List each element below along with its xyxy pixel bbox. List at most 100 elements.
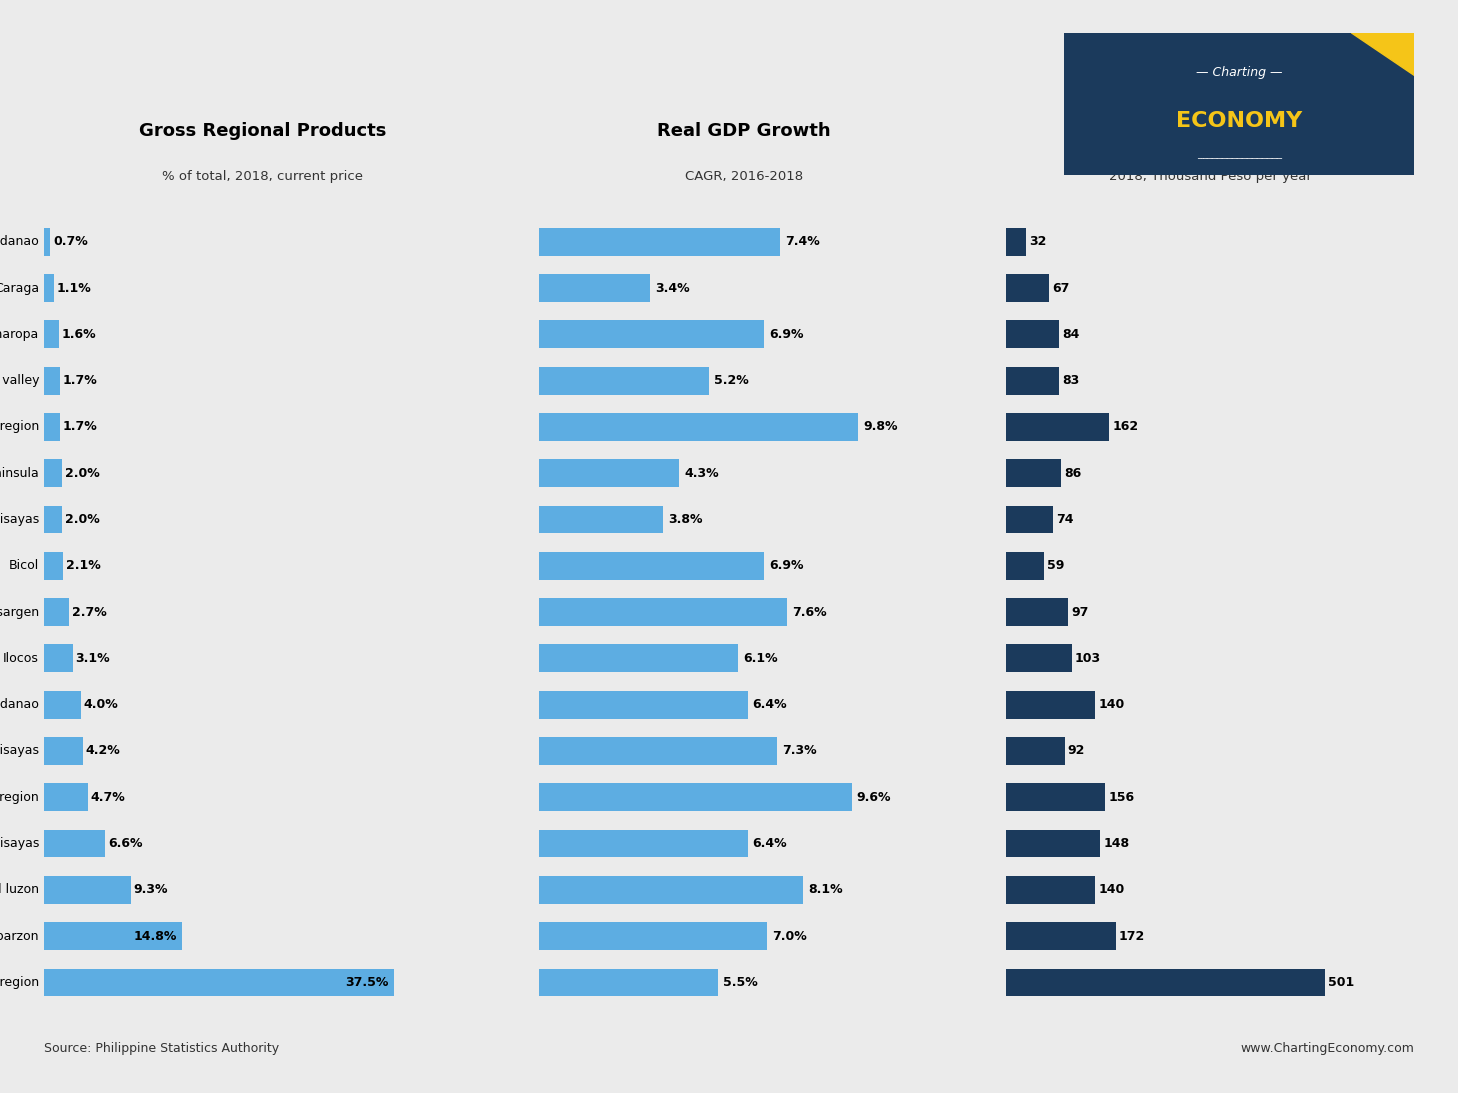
- Text: ECONOMY: ECONOMY: [1177, 110, 1302, 131]
- Bar: [44, 598, 69, 626]
- Text: 59: 59: [1047, 560, 1064, 573]
- Bar: [1006, 737, 1064, 765]
- Text: 162: 162: [1112, 421, 1139, 434]
- Bar: [44, 922, 182, 950]
- Text: Northern mindanao: Northern mindanao: [0, 698, 39, 712]
- Text: Source: Philippine Statistics Authority: Source: Philippine Statistics Authority: [44, 1042, 278, 1055]
- Bar: [539, 367, 709, 395]
- Bar: [44, 968, 394, 997]
- Bar: [539, 552, 764, 579]
- Bar: [539, 598, 787, 626]
- Bar: [539, 830, 748, 857]
- Text: 6.4%: 6.4%: [752, 837, 787, 850]
- Bar: [44, 320, 58, 349]
- Bar: [44, 737, 83, 765]
- Text: 172: 172: [1118, 930, 1145, 942]
- Text: — Charting —: — Charting —: [1196, 66, 1283, 79]
- Text: 97: 97: [1072, 606, 1088, 619]
- Text: 1.7%: 1.7%: [63, 421, 98, 434]
- Text: 6.9%: 6.9%: [768, 328, 803, 341]
- Text: 3.1%: 3.1%: [76, 651, 111, 665]
- Text: Western visayas: Western visayas: [0, 744, 39, 757]
- Text: 67: 67: [1051, 282, 1069, 294]
- Text: Davao region: Davao region: [0, 790, 39, 803]
- Text: ─────────────────: ─────────────────: [1197, 153, 1282, 163]
- Text: Real GDP Growth: Real GDP Growth: [656, 122, 831, 140]
- Bar: [1006, 413, 1110, 440]
- Text: 501: 501: [1328, 976, 1354, 989]
- Bar: [539, 968, 719, 997]
- Text: 5.5%: 5.5%: [723, 976, 758, 989]
- Text: 3.4%: 3.4%: [655, 282, 690, 294]
- Bar: [1006, 784, 1105, 811]
- Bar: [539, 784, 851, 811]
- Bar: [1006, 320, 1060, 349]
- Text: 7.6%: 7.6%: [792, 606, 827, 619]
- Text: 103: 103: [1075, 651, 1101, 665]
- Text: Ilocos: Ilocos: [3, 651, 39, 665]
- Bar: [44, 645, 73, 672]
- Bar: [1006, 598, 1067, 626]
- Bar: [1006, 227, 1026, 256]
- Text: 9.8%: 9.8%: [863, 421, 898, 434]
- Bar: [539, 737, 777, 765]
- Text: 9.6%: 9.6%: [857, 790, 891, 803]
- Bar: [44, 227, 50, 256]
- Text: 32: 32: [1029, 235, 1047, 248]
- Bar: [44, 459, 63, 487]
- Text: GDP per capita: GDP per capita: [1134, 122, 1286, 140]
- Text: 1.7%: 1.7%: [63, 374, 98, 387]
- Bar: [539, 922, 767, 950]
- Bar: [1006, 875, 1095, 904]
- Text: 7.3%: 7.3%: [781, 744, 816, 757]
- Bar: [539, 645, 738, 672]
- Text: 1.1%: 1.1%: [57, 282, 92, 294]
- Text: 0.7%: 0.7%: [52, 235, 87, 248]
- Text: 6.9%: 6.9%: [768, 560, 803, 573]
- Text: 86: 86: [1064, 467, 1082, 480]
- Bar: [1006, 552, 1044, 579]
- Bar: [539, 274, 650, 302]
- Text: 92: 92: [1067, 744, 1085, 757]
- Bar: [44, 367, 60, 395]
- Text: Eastern visayas: Eastern visayas: [0, 513, 39, 526]
- Text: Zamboanga peninsula: Zamboanga peninsula: [0, 467, 39, 480]
- Bar: [44, 784, 87, 811]
- Text: 6.1%: 6.1%: [744, 651, 777, 665]
- Text: Soccsksargen: Soccsksargen: [0, 606, 39, 619]
- Bar: [1006, 968, 1325, 997]
- Text: National capital region: National capital region: [0, 976, 39, 989]
- Text: 7.4%: 7.4%: [786, 235, 819, 248]
- Text: Gross Regional Products: Gross Regional Products: [139, 122, 386, 140]
- Text: CAGR, 2016-2018: CAGR, 2016-2018: [684, 171, 803, 184]
- Bar: [1006, 274, 1048, 302]
- Text: 37.5%: 37.5%: [346, 976, 389, 989]
- Text: Central visayas: Central visayas: [0, 837, 39, 850]
- Bar: [44, 506, 63, 533]
- Text: 2.7%: 2.7%: [71, 606, 106, 619]
- Bar: [539, 413, 859, 440]
- Bar: [44, 830, 105, 857]
- Text: 4.3%: 4.3%: [684, 467, 719, 480]
- Text: 14.8%: 14.8%: [134, 930, 178, 942]
- Text: 4.0%: 4.0%: [85, 698, 118, 712]
- Text: 74: 74: [1056, 513, 1073, 526]
- Text: Central luzon: Central luzon: [0, 883, 39, 896]
- Text: Calabarzon: Calabarzon: [0, 930, 39, 942]
- Text: 7.0%: 7.0%: [773, 930, 806, 942]
- Text: 6.6%: 6.6%: [108, 837, 143, 850]
- Text: 4.2%: 4.2%: [86, 744, 121, 757]
- Text: 84: 84: [1063, 328, 1080, 341]
- Text: 2.0%: 2.0%: [66, 467, 101, 480]
- Text: 9.3%: 9.3%: [133, 883, 168, 896]
- Text: Mimaropa: Mimaropa: [0, 328, 39, 341]
- Bar: [539, 691, 748, 718]
- Bar: [539, 227, 780, 256]
- Text: 140: 140: [1098, 883, 1124, 896]
- Bar: [539, 320, 764, 349]
- Text: 2.1%: 2.1%: [66, 560, 101, 573]
- Text: www.ChartingEconomy.com: www.ChartingEconomy.com: [1241, 1042, 1414, 1055]
- Bar: [1006, 830, 1101, 857]
- Text: 156: 156: [1108, 790, 1134, 803]
- Bar: [1006, 922, 1115, 950]
